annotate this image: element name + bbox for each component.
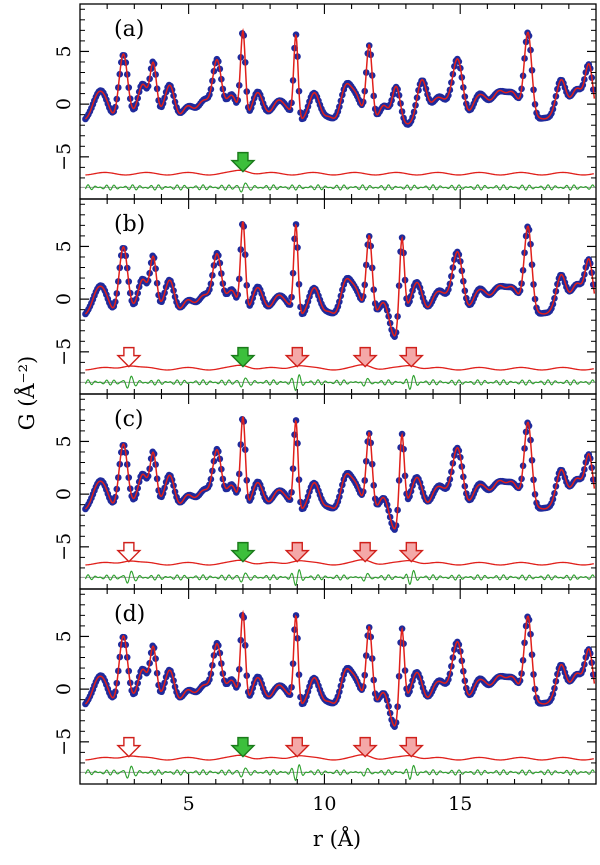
- feature-arrow-marker: [116, 541, 142, 563]
- panel-frame: [79, 588, 597, 785]
- feature-arrow-marker: [352, 736, 378, 758]
- feature-arrow-marker: [230, 541, 256, 563]
- y-tick-label: 0: [53, 488, 75, 500]
- residual-series: [84, 569, 595, 587]
- feature-arrow-marker: [284, 541, 310, 563]
- difference-series: [85, 364, 594, 371]
- observed-point: [292, 221, 300, 228]
- residual-series: [84, 182, 595, 193]
- panel-d: −5 0 5 (d) 5 10 15: [53, 588, 597, 815]
- panel-c: −5 0 5 (c): [53, 393, 597, 590]
- y-tick-label: −5: [53, 338, 75, 366]
- panel-label: (d): [114, 602, 145, 627]
- observed-series: [82, 612, 596, 731]
- x-tick-label: 10: [312, 793, 336, 815]
- residual-series: [84, 374, 595, 392]
- calculated-series: [84, 609, 596, 727]
- residual-series: [84, 764, 595, 782]
- feature-arrow-marker: [230, 151, 256, 173]
- y-tick-label: 0: [53, 98, 75, 110]
- difference-series: [85, 169, 594, 176]
- y-tick-label: −5: [53, 143, 75, 171]
- panel-b: −5 0 5 (b): [53, 198, 597, 395]
- panel-label: (b): [114, 212, 145, 237]
- panels-layer: −5 0 5 (a) −5 0 5 (b) −5 0 5 (c) −5 0 5 (d) 5 10 15: [53, 3, 597, 815]
- y-tick-label: 5: [53, 435, 75, 447]
- feature-arrow-marker: [230, 736, 256, 758]
- x-axis-label: r (Å): [313, 826, 361, 851]
- x-tick-label: 5: [183, 793, 195, 815]
- feature-arrow-marker: [352, 541, 378, 563]
- observed-series: [82, 221, 596, 341]
- y-tick-label: −5: [53, 533, 75, 561]
- feature-arrow-marker: [230, 346, 256, 368]
- y-tick-label: 5: [53, 630, 75, 642]
- panel-a: −5 0 5 (a): [53, 3, 597, 200]
- calculated-series: [84, 28, 596, 125]
- x-tick-label: 15: [448, 793, 472, 815]
- feature-arrow-marker: [398, 346, 425, 368]
- feature-arrow-marker: [116, 736, 142, 758]
- feature-arrow-marker: [398, 736, 425, 758]
- panel-label: (c): [114, 407, 144, 432]
- feature-arrow-marker: [398, 541, 425, 563]
- observed-point: [292, 612, 300, 619]
- feature-arrow-marker: [116, 346, 142, 368]
- observed-series: [82, 29, 596, 128]
- y-tick-label: 0: [53, 683, 75, 695]
- observed-series: [82, 416, 596, 533]
- calculated-series: [84, 416, 596, 530]
- panel-label: (a): [114, 17, 144, 42]
- observed-point: [292, 31, 300, 38]
- observed-point: [292, 417, 300, 424]
- y-axis-label: G (Å⁻²): [14, 356, 39, 431]
- y-tick-label: 5: [53, 45, 75, 57]
- y-tick-label: 5: [53, 240, 75, 252]
- feature-arrow-marker: [284, 346, 310, 368]
- y-tick-label: −5: [53, 728, 75, 756]
- y-tick-label: 0: [53, 293, 75, 305]
- feature-arrow-marker: [284, 736, 310, 758]
- calculated-series: [84, 221, 596, 337]
- feature-arrow-marker: [352, 346, 378, 368]
- difference-series: [85, 754, 594, 761]
- difference-series: [85, 559, 594, 566]
